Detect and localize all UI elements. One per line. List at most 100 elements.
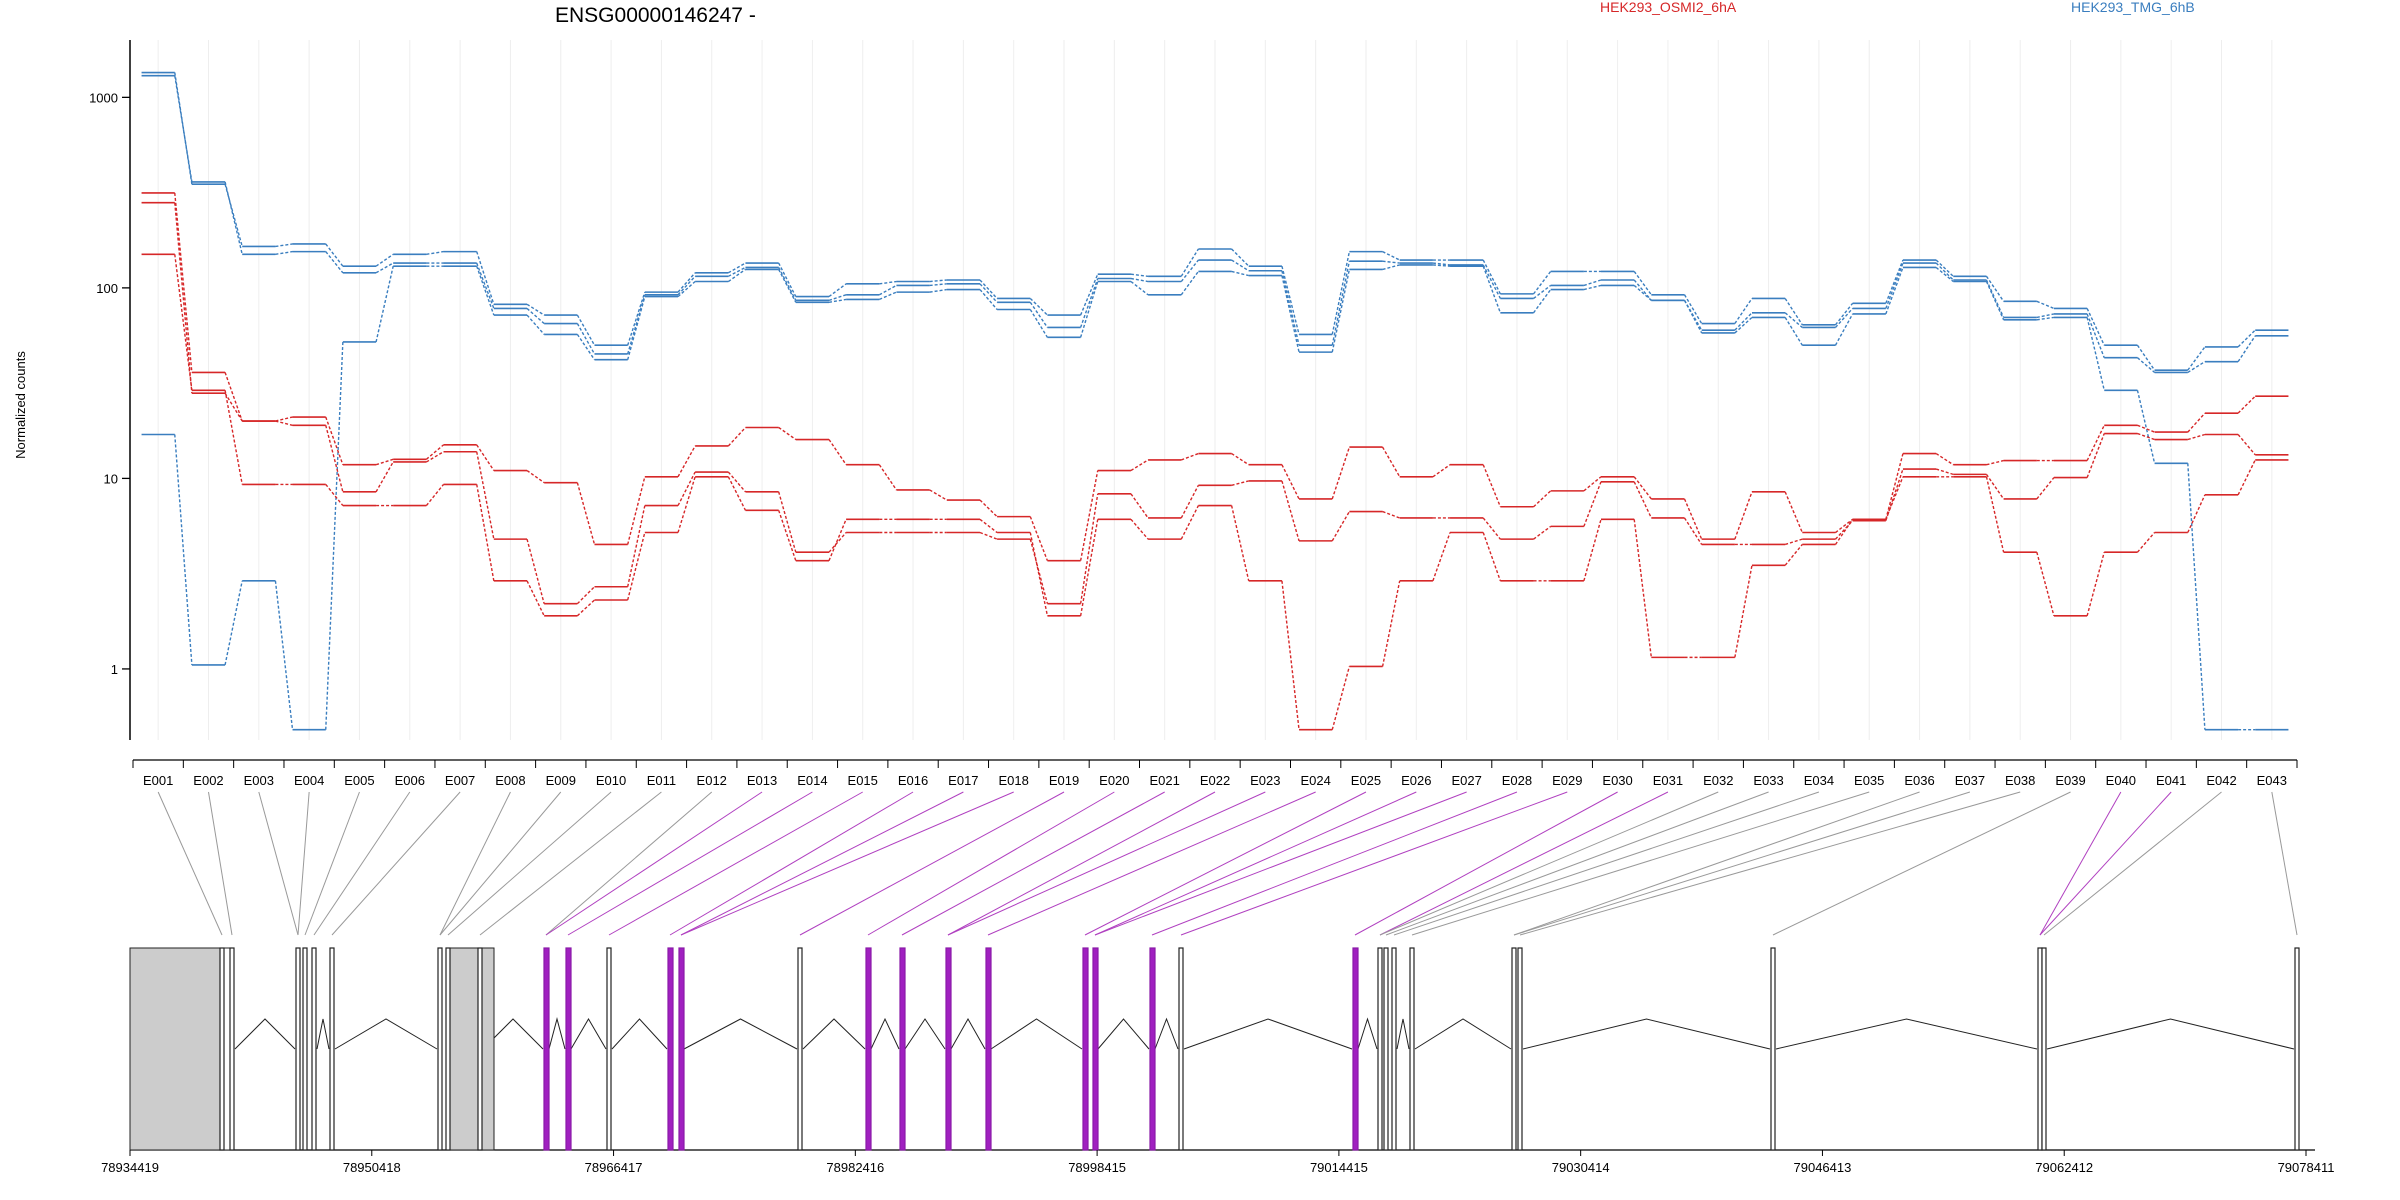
data-connector: [1381, 446, 1401, 478]
data-connector: [1986, 459, 2004, 466]
exon-connector: [2043, 791, 2222, 936]
exon-connector: [567, 791, 813, 936]
data-connector: [1029, 538, 1049, 604]
intron-line: [1522, 1018, 1771, 1050]
data-connector: [325, 483, 344, 507]
exon-label-e015: E015: [848, 773, 878, 788]
data-connector: [1331, 666, 1351, 730]
highlighted-exon: [1352, 947, 1359, 1151]
exon-bar: [219, 947, 225, 1151]
data-connector: [375, 253, 394, 267]
exon-connector: [669, 791, 914, 936]
data-connector: [1482, 517, 1501, 540]
exon-bar: [311, 947, 317, 1151]
series-tmg: [141, 71, 2289, 371]
data-connector: [174, 202, 193, 394]
data-connector: [1231, 259, 1250, 272]
data-connector: [1583, 481, 1602, 527]
data-connector: [1533, 284, 1552, 300]
exon-connector: [799, 791, 1065, 936]
exon-connector: [867, 791, 1115, 936]
data-connector: [2086, 317, 2105, 391]
highlighted-exon: [1092, 947, 1099, 1151]
data-connector: [1130, 277, 1149, 283]
data-connector: [1079, 278, 1099, 328]
data-connector: [476, 265, 495, 316]
legend-entry-tmg: HEK293_TMG_6hB: [2071, 0, 2195, 15]
data-connector: [627, 505, 646, 587]
data-connector: [1935, 262, 1954, 281]
data-connector: [728, 266, 746, 277]
data-connector: [677, 275, 696, 296]
exon-bar: [1377, 947, 1383, 1151]
coordinate-label: 78934419: [101, 1160, 159, 1175]
data-connector: [627, 476, 646, 545]
intron-line: [548, 1017, 566, 1050]
data-connector: [677, 445, 696, 478]
data-connector: [2086, 551, 2105, 617]
legend-entry-osmi2: HEK293_OSMI2_6hA: [1600, 0, 1737, 15]
data-connector: [1683, 294, 1703, 324]
exon-label-e034: E034: [1804, 773, 1834, 788]
data-connector: [526, 538, 545, 604]
data-connector: [1281, 480, 1300, 542]
data-connector: [2187, 361, 2206, 374]
data-connector: [224, 181, 243, 255]
data-connector: [979, 289, 998, 310]
data-connector: [2187, 494, 2206, 533]
data-connector: [627, 296, 646, 360]
exon-connector: [1084, 791, 1367, 936]
data-connector: [1533, 490, 1552, 508]
coordinate-label: 78966417: [585, 1160, 643, 1175]
exon-axis: E001 E002 E003 E004 E005 E006 E007 E008 E009 E010…: [132, 759, 2298, 788]
exon-connector: [297, 791, 310, 936]
data-connector: [1382, 264, 1400, 271]
data-connector: [1784, 298, 1803, 326]
exon-label-e013: E013: [747, 773, 777, 788]
exon-label-e003: E003: [244, 773, 274, 788]
data-connector: [1180, 259, 1199, 282]
data-connector: [1583, 519, 1602, 582]
y-axis-label: Normalized counts: [13, 351, 28, 459]
data-connector: [2136, 344, 2156, 371]
data-connector: [1935, 266, 1954, 283]
data-connector: [1784, 491, 1803, 533]
data-connector: [1029, 301, 1048, 328]
data-connector: [1231, 248, 1250, 267]
exon-label-e041: E041: [2156, 773, 2186, 788]
data-connector: [1432, 464, 1451, 478]
data-connector: [1281, 580, 1300, 730]
data-connector: [1583, 279, 1602, 287]
exon-label-e040: E040: [2106, 773, 2136, 788]
data-connector: [828, 532, 847, 553]
data-connector: [275, 420, 293, 426]
data-connector: [526, 303, 545, 316]
data-connector: [1079, 519, 1099, 616]
intron-line: [1097, 1018, 1150, 1050]
exon-label-e020: E020: [1099, 773, 1129, 788]
exon-bar: [229, 947, 235, 1151]
data-connector: [375, 461, 394, 493]
data-connector: [576, 599, 595, 617]
coordinate-label: 79014415: [1310, 1160, 1368, 1175]
exon-connector: [439, 791, 562, 936]
data-connector: [1231, 452, 1250, 466]
data-connector: [1835, 518, 1854, 534]
data-connector: [1633, 284, 1652, 301]
exon-label-e043: E043: [2257, 773, 2287, 788]
data-connector: [727, 427, 746, 447]
series-osmi2: [141, 201, 2289, 605]
data-connector: [1482, 264, 1501, 299]
coordinate-label: 79078411: [2278, 1160, 2335, 1175]
data-connector: [325, 341, 344, 730]
intron-line: [1183, 1018, 1353, 1050]
data-connector: [727, 268, 746, 283]
data-connector: [1885, 259, 1904, 304]
data-connector: [1583, 284, 1602, 291]
data-connector: [1079, 470, 1099, 561]
intron-line: [1357, 1017, 1378, 1050]
series-osmi2: [141, 253, 2289, 731]
data-connector: [778, 510, 797, 561]
data-connector: [526, 580, 545, 617]
series-tmg: [141, 264, 2289, 731]
